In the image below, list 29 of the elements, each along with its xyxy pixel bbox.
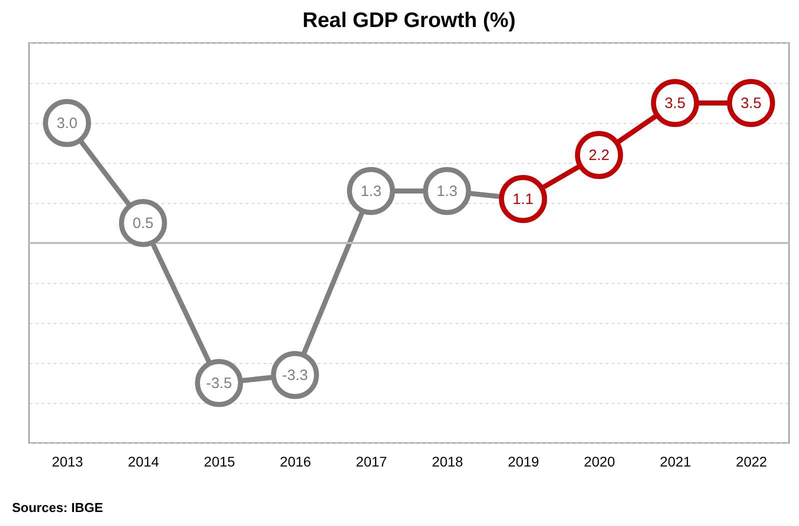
point bbox=[422, 167, 472, 215]
data-label: -3.3 bbox=[282, 367, 308, 384]
point bbox=[42, 99, 92, 147]
point bbox=[650, 79, 700, 127]
x-tick-label: 2019 bbox=[508, 454, 540, 470]
point bbox=[726, 79, 776, 127]
x-tick-label: 2013 bbox=[52, 454, 84, 470]
x-tick-label: 2017 bbox=[356, 454, 388, 470]
data-label: 3.5 bbox=[740, 95, 762, 112]
data-label: 1.1 bbox=[512, 191, 534, 208]
source-note: Sources: IBGE bbox=[12, 500, 104, 515]
data-label: 0.5 bbox=[132, 215, 154, 232]
x-tick-label: 2016 bbox=[280, 454, 312, 470]
data-label: 3.5 bbox=[664, 95, 686, 112]
point bbox=[346, 167, 396, 215]
point bbox=[118, 199, 168, 247]
data-label: -3.5 bbox=[206, 375, 232, 392]
x-tick-label: 2021 bbox=[660, 454, 692, 470]
data-label: 2.2 bbox=[588, 147, 610, 164]
x-tick-label: 2018 bbox=[432, 454, 464, 470]
x-tick-label: 2014 bbox=[128, 454, 160, 470]
data-label: 3.0 bbox=[56, 115, 78, 132]
x-tick-label: 2020 bbox=[584, 454, 616, 470]
x-tick-label: 2022 bbox=[736, 454, 768, 470]
data-label: 1.3 bbox=[436, 183, 458, 200]
chart-title: Real GDP Growth (%) bbox=[302, 9, 516, 32]
point bbox=[574, 131, 624, 179]
data-label: 1.3 bbox=[360, 183, 382, 200]
x-tick-label: 2015 bbox=[204, 454, 236, 470]
